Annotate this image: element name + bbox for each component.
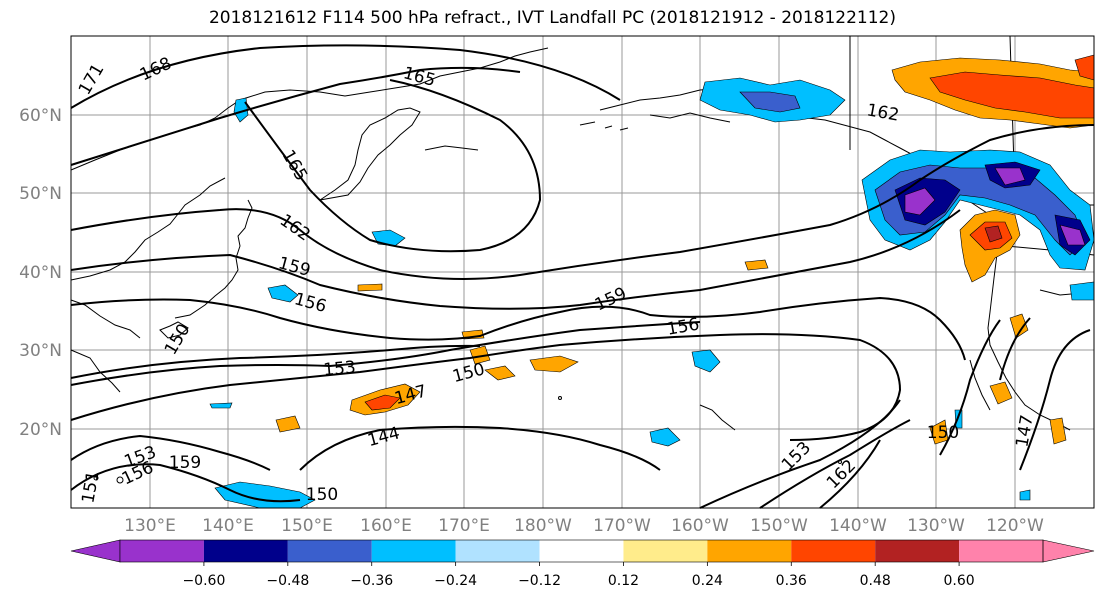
colorbar-swatch (287, 540, 372, 562)
colorbar-tick-label: −0.60 (182, 573, 225, 589)
colorbar-tick-label: −0.12 (518, 573, 561, 589)
colorbar-tick-label: −0.24 (434, 573, 477, 589)
latitude-label: 30°N (19, 341, 62, 361)
latitude-label: 20°N (19, 420, 62, 440)
latitude-label: 40°N (19, 263, 62, 283)
colorbar-tick-label: −0.36 (350, 573, 393, 589)
colorbar-tick-label: 0.12 (608, 573, 639, 589)
longitude-label: 130°W (907, 516, 965, 536)
contour-label: 159 (169, 453, 201, 473)
colorbar-swatch (539, 540, 624, 562)
longitude-label: 120°W (986, 516, 1044, 536)
map-frame (70, 35, 1095, 509)
shading-positive (275, 54, 1095, 445)
longitude-label: 180°W (514, 516, 572, 536)
colorbar-swatch (623, 540, 708, 562)
colorbar (70, 539, 1095, 563)
colorbar-extend-high (1042, 539, 1095, 563)
colorbar-swatch (120, 540, 204, 562)
colorbar-tick-label: 0.36 (776, 573, 807, 589)
contour-label: 150 (306, 485, 338, 505)
colorbar-swatch (875, 540, 960, 562)
colorbar-swatch (371, 540, 456, 562)
longitude-label: 140°W (829, 516, 887, 536)
latitude-labels: 60°N 50°N 40°N 30°N 20°N (19, 106, 62, 440)
contour-label: 150 (927, 423, 959, 443)
contour-label: 153 (323, 358, 357, 381)
longitude-label: 140°E (202, 516, 254, 536)
latitude-label: 50°N (19, 184, 62, 204)
longitude-labels: 130°E 140°E 150°E 160°E 170°E 180°W 170°W 160°W… (124, 516, 1044, 536)
latitude-label: 60°N (19, 106, 62, 126)
colorbar-tick-label: 0.24 (692, 573, 723, 589)
longitude-label: 170°E (438, 516, 490, 536)
colorbar-tick-label: 0.60 (944, 573, 975, 589)
longitude-label: 160°W (671, 516, 729, 536)
map-area: 171 168 1651651621621591591561561531531501… (70, 35, 1095, 509)
colorbar-swatch (791, 540, 876, 562)
colorbar-tick-label: −0.48 (266, 573, 309, 589)
longitude-label: 130°E (124, 516, 176, 536)
colorbar-extend-low (70, 539, 121, 563)
longitude-label: 160°E (360, 516, 412, 536)
contour-lines (70, 44, 1095, 509)
colorbar-swatch (203, 540, 288, 562)
colorbar-labels: −0.60 −0.48 −0.36 −0.24 −0.12 0.12 0.24 0.36 0.4… (182, 562, 975, 589)
colorbar-tick-label: 0.48 (860, 573, 891, 589)
map-title: 2018121612 F114 500 hPa refract., IVT La… (208, 8, 896, 28)
colorbar-swatch (455, 540, 540, 562)
colorbar-swatch (707, 540, 792, 562)
colorbar-swatch (959, 540, 1043, 562)
colorbar-frame (119, 539, 1044, 563)
longitude-label: 150°W (750, 516, 808, 536)
longitude-label: 150°E (281, 516, 333, 536)
longitude-label: 170°W (593, 516, 651, 536)
